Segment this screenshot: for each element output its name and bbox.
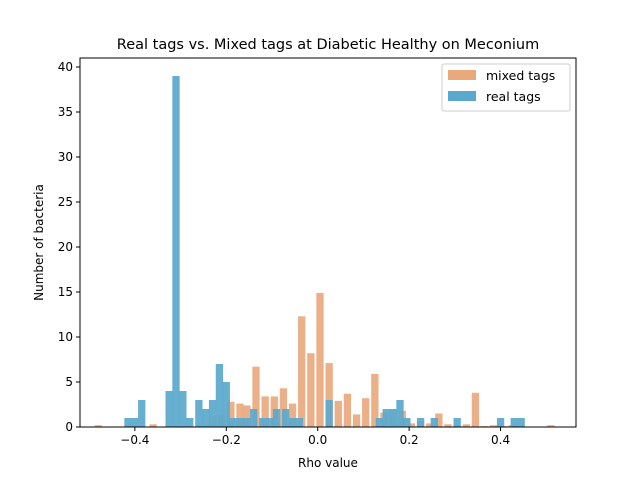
real-tags-bar [179, 391, 187, 427]
y-tick-label: 35 [58, 105, 73, 119]
mixed-tags-bar [307, 353, 315, 427]
real-tags-bar [131, 418, 139, 427]
real-tags-bar [124, 418, 132, 427]
mixed-tags-bar [407, 423, 416, 427]
real-tags-bar [325, 400, 333, 427]
real-tags-bar [496, 418, 505, 427]
legend-swatch-mixed [448, 70, 476, 80]
real-tags-bar [195, 400, 203, 427]
legend-label-real: real tags [486, 89, 541, 104]
real-tags-bar [215, 364, 224, 427]
y-tick-label: 20 [58, 240, 73, 254]
real-tags-bar [382, 409, 390, 427]
mixed-tags-bar [444, 424, 452, 427]
mixed-tags-bar [343, 393, 352, 427]
mixed-tags-bar [334, 400, 342, 427]
legend: mixed tags real tags [441, 63, 571, 112]
real-tags-bar [403, 418, 411, 427]
real-tags-bar [288, 418, 297, 427]
y-axis-label: Number of bacteria [32, 184, 46, 301]
x-tick-label: 0.0 [308, 433, 327, 447]
x-axis-label: Rho value [298, 456, 358, 470]
mixed-tags-bar [279, 388, 288, 427]
mixed-tags-bar [236, 403, 244, 427]
mixed-tags-bar [243, 405, 251, 427]
real-tags-bar [165, 391, 173, 427]
real-tags-bar [396, 400, 404, 427]
mixed-tags-bar [547, 425, 555, 427]
real-tags-bar [389, 409, 397, 427]
real-tags-bar [453, 418, 461, 427]
real-tags-bar [510, 418, 518, 427]
y-tick-label: 0 [65, 420, 73, 434]
real-tags-bar [208, 400, 217, 427]
x-tick-label: −0.2 [212, 433, 241, 447]
mixed-tags-bar [462, 424, 470, 427]
real-tags-bar [259, 418, 267, 427]
mixed-tags-bar [325, 363, 333, 427]
y-tick-label: 15 [58, 285, 73, 299]
mixed-tags-bar [261, 396, 269, 427]
real-tags-bar [250, 409, 258, 427]
real-tags-bar [236, 418, 244, 427]
real-tags-bar [186, 418, 194, 427]
y-tick-label: 10 [58, 330, 73, 344]
real-tags-bar [416, 418, 425, 427]
mixed-tags-bar [426, 423, 434, 427]
mixed-tags-bar [316, 292, 324, 427]
axes-layer: −0.4 −0.2 0.0 0.2 0.4 0 5 10 15 20 25 30 35 40 [58, 60, 510, 447]
chart-title: Real tags vs. Mixed tags at Diabetic Hea… [117, 37, 539, 53]
real-tags-bar [375, 418, 384, 427]
y-tick-label: 5 [65, 375, 73, 389]
real-tags-bar [430, 418, 438, 427]
real-tags-bar [295, 418, 304, 427]
real-tags-bar [266, 418, 274, 427]
legend-label-mixed: mixed tags [486, 68, 555, 83]
y-tick-label: 30 [58, 150, 73, 164]
real-tags-bar [202, 409, 210, 427]
mixed-tags-bar [371, 373, 379, 427]
mixed-tags-bar [149, 424, 157, 427]
mixed-tags-bar [352, 414, 361, 427]
x-tick-label: −0.4 [120, 433, 149, 447]
real-tags-bar [172, 76, 180, 427]
real-tags-bar [272, 409, 281, 427]
bars-layer [94, 76, 555, 427]
real-tags-bar [222, 382, 230, 427]
mixed-tags-bar [435, 413, 443, 427]
y-tick-label: 25 [58, 195, 73, 209]
y-tick-label: 40 [58, 60, 73, 74]
mixed-tags-bar [490, 425, 498, 427]
real-tags-bar [282, 409, 290, 427]
mixed-tags-bar [227, 401, 235, 427]
x-tick-label: 0.4 [491, 433, 510, 447]
mixed-tags-bar [94, 425, 102, 427]
real-tags-bar [229, 418, 237, 427]
plot-frame [79, 57, 577, 428]
real-tags-bar [138, 400, 146, 427]
mixed-tags-bar [288, 403, 297, 427]
mixed-tags-bar [362, 398, 370, 427]
x-tick-label: 0.2 [400, 433, 419, 447]
mixed-tags-bar [252, 366, 260, 427]
real-tags-bar [517, 418, 525, 427]
mixed-tags-bar [471, 392, 480, 427]
real-tags-bar [243, 418, 251, 427]
mixed-tags-bar [298, 316, 306, 427]
legend-swatch-real [448, 91, 476, 101]
